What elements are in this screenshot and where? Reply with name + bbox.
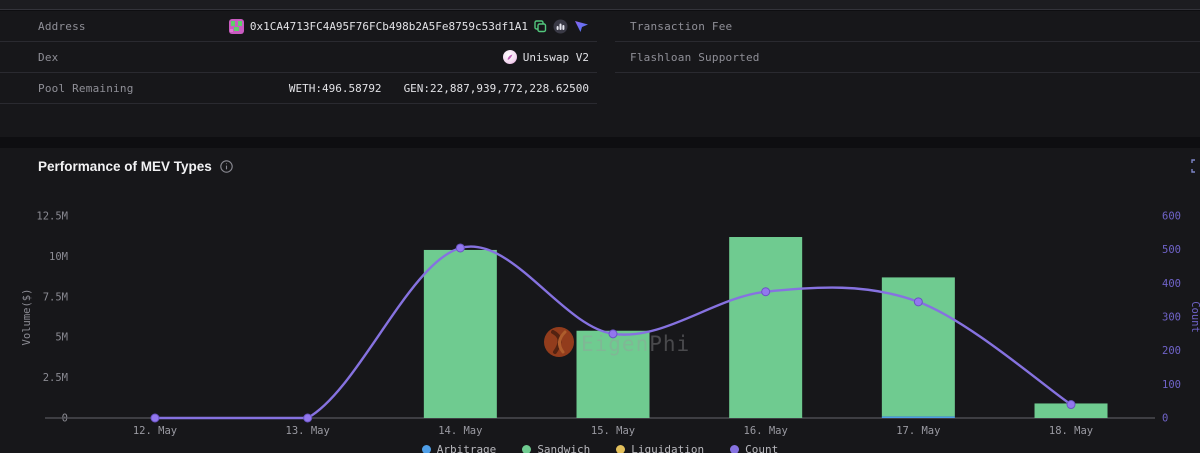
flashloan-supported-row: Flashloan Supported xyxy=(615,42,1200,73)
right-axis-tick: 500 xyxy=(1162,244,1181,256)
left-axis-tick: 7.5M xyxy=(43,291,68,303)
left-axis-tick: 12.5M xyxy=(36,211,68,223)
pool-remaining-label: Pool Remaining xyxy=(38,81,134,95)
legend-item-arbitrage[interactable]: Arbitrage xyxy=(421,443,497,453)
count-point[interactable] xyxy=(303,413,313,423)
legend-dot xyxy=(730,445,740,453)
address-label: Address xyxy=(38,19,86,33)
legend-label: Liquidation xyxy=(631,443,705,453)
share-arrow-icon[interactable] xyxy=(574,19,589,33)
pool-remaining-row: Pool Remaining WETH:496.58792 GEN:22,887… xyxy=(0,73,597,104)
flashloan-supported-label: Flashloan Supported xyxy=(630,50,760,64)
right-axis-tick: 300 xyxy=(1162,312,1181,324)
right-axis-tick: 0 xyxy=(1162,413,1168,425)
info-left-column: Address 0x1CA4713FC4A95F76FCb498b2A5Fe87… xyxy=(0,11,597,104)
legend-dot xyxy=(522,445,532,453)
legend-label: Arbitrage xyxy=(436,443,497,453)
count-point[interactable] xyxy=(608,329,618,339)
left-axis-tick: 2.5M xyxy=(43,372,68,384)
x-axis-label: 14. May xyxy=(438,425,482,437)
chart-title: Performance of MEV Types xyxy=(38,158,212,174)
stats-icon[interactable] xyxy=(553,19,568,34)
pool-weth-value: WETH:496.58792 xyxy=(288,81,382,95)
chart-header: Performance of MEV Types xyxy=(0,148,1200,184)
left-axis-tick: 5M xyxy=(55,332,68,344)
transaction-fee-label: Transaction Fee xyxy=(630,19,733,33)
mev-performance-panel: Performance of MEV Types 0 2.5M 5M 7.5M 10M 1… xyxy=(0,148,1200,453)
dex-value[interactable]: Uniswap V2 xyxy=(522,50,589,64)
x-axis-label: 16. May xyxy=(744,425,788,437)
count-point[interactable] xyxy=(913,297,923,307)
address-row: Address 0x1CA4713FC4A95F76FCb498b2A5Fe87… xyxy=(0,11,597,42)
bar-sandwich[interactable] xyxy=(423,249,497,418)
count-point[interactable] xyxy=(761,287,771,297)
x-axis-label: 13. May xyxy=(286,425,330,437)
mev-chart: 02.5M5M7.5M10M12.5MVolume($)010020030040… xyxy=(21,211,1200,438)
legend-item-liquidation[interactable]: Liquidation xyxy=(616,443,704,453)
dex-label: Dex xyxy=(38,50,59,64)
x-axis-label: 17. May xyxy=(896,425,940,437)
bar-sandwich[interactable] xyxy=(729,237,803,418)
bar-arbitrage[interactable] xyxy=(881,416,955,418)
dex-row: Dex Uniswap V2 xyxy=(0,42,597,73)
left-axis-title: Volume($) xyxy=(21,289,33,346)
right-axis-tick: 100 xyxy=(1162,379,1181,391)
count-point[interactable] xyxy=(1066,400,1076,410)
bar-sandwich[interactable] xyxy=(576,330,650,418)
right-axis-title: Count xyxy=(1189,301,1200,333)
legend-dot xyxy=(421,445,431,453)
count-point[interactable] xyxy=(150,413,160,423)
address-identicon xyxy=(228,18,244,34)
x-axis-label: 18. May xyxy=(1049,425,1093,437)
legend-label: Sandwich xyxy=(537,443,591,453)
right-axis-tick: 200 xyxy=(1162,345,1181,357)
uniswap-logo-icon xyxy=(502,50,517,64)
left-axis-tick: 10M xyxy=(49,251,68,263)
cutoff-table-row xyxy=(0,0,1200,10)
pool-info-panel: Address 0x1CA4713FC4A95F76FCb498b2A5Fe87… xyxy=(0,11,1200,137)
pool-gen-value: GEN:22,887,939,772,228.62500 xyxy=(403,81,589,95)
count-point[interactable] xyxy=(455,243,465,253)
x-axis-label: 15. May xyxy=(591,425,635,437)
copy-icon[interactable] xyxy=(534,19,547,33)
legend-item-sandwich[interactable]: Sandwich xyxy=(522,443,590,453)
bar-sandwich[interactable] xyxy=(1034,403,1108,418)
address-value: 0x1CA4713FC4A95F76FCb498b2A5Fe8759c53df1… xyxy=(249,19,528,33)
x-axis-label: 12. May xyxy=(133,425,177,437)
right-axis-tick: 600 xyxy=(1162,211,1181,223)
chart-legend: Arbitrage Sandwich Liquidation Count xyxy=(0,443,1200,453)
info-icon[interactable] xyxy=(220,159,233,173)
legend-item-count[interactable]: Count xyxy=(730,443,778,453)
right-axis-tick: 400 xyxy=(1162,278,1181,290)
fullscreen-icon[interactable] xyxy=(1191,158,1200,177)
info-right-column: Transaction Fee Flashloan Supported xyxy=(615,11,1200,73)
transaction-fee-row: Transaction Fee xyxy=(615,11,1200,42)
legend-label: Count xyxy=(745,443,779,453)
legend-dot xyxy=(616,445,626,453)
